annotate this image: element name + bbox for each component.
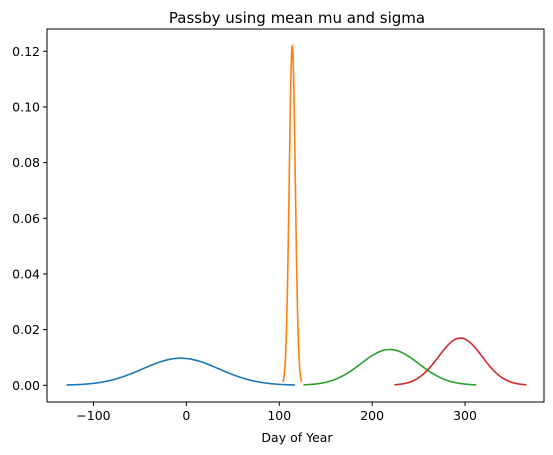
x-tick-label: 300 xyxy=(453,408,477,423)
chart-title: Passby using mean mu and sigma xyxy=(169,9,425,27)
y-tick-label: 0.12 xyxy=(12,44,40,59)
y-tick-label: 0.04 xyxy=(12,266,40,281)
x-tick-label: 100 xyxy=(267,408,291,423)
y-axis: 0.00 0.02 0.04 0.06 0.08 0.10 0.12 xyxy=(12,44,47,393)
y-tick-label: 0.02 xyxy=(12,322,40,337)
series-line-1 xyxy=(66,357,296,386)
x-tick-label: 0 xyxy=(182,408,190,423)
y-tick-label: 0.06 xyxy=(12,211,40,226)
plot-frame xyxy=(46,28,545,403)
x-axis: −100 0 100 200 300 xyxy=(76,402,477,423)
x-tick-label: 200 xyxy=(360,408,384,423)
y-tick-label: 0.08 xyxy=(12,155,40,170)
x-axis-label: Day of Year xyxy=(261,430,333,445)
plot-area xyxy=(66,44,527,386)
series-line-4 xyxy=(394,337,527,386)
series-line-3 xyxy=(303,348,477,386)
series-line-2 xyxy=(282,44,303,383)
x-tick-label: −100 xyxy=(76,408,110,423)
y-tick-label: 0.00 xyxy=(12,378,40,393)
y-tick-label: 0.10 xyxy=(12,99,40,114)
